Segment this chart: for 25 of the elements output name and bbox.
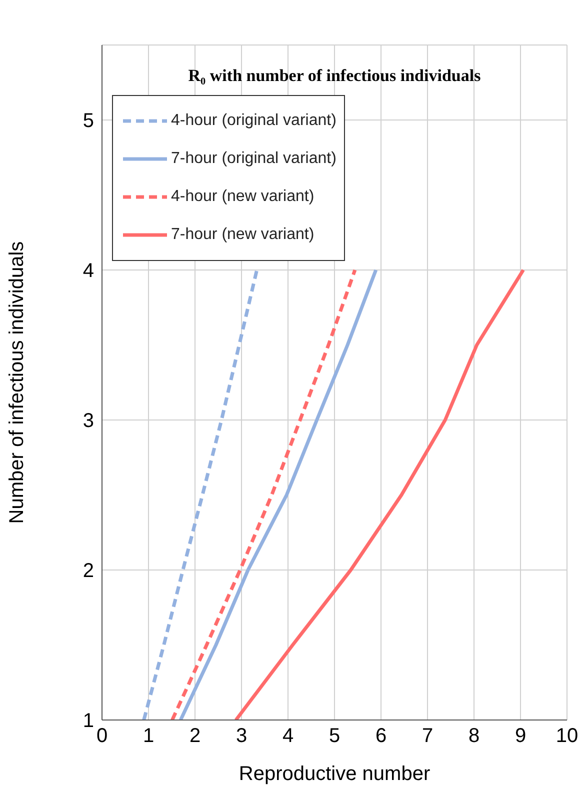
- y-tick-label: 3: [82, 410, 94, 432]
- x-tick-label: 8: [468, 725, 480, 748]
- legend-label: 4-hour (new variant): [171, 188, 314, 206]
- x-tick-label: 6: [375, 725, 387, 748]
- x-tick-label: 7: [422, 725, 434, 748]
- y-tick-label: 2: [82, 560, 94, 582]
- y-tick-label: 4: [82, 260, 94, 282]
- x-tick-label: 1: [142, 725, 154, 748]
- text: R₀ with number of infectious individuals: [187, 66, 482, 86]
- line-series: [142, 268, 259, 720]
- x-tick-label: 2: [189, 725, 201, 748]
- legend-label: 4-hour (original variant): [171, 112, 336, 130]
- y-tick-label: 5: [82, 110, 94, 132]
- line-series: [234, 268, 526, 720]
- legend-label: 7-hour (new variant): [171, 226, 314, 244]
- x-tick-label: 0: [96, 725, 108, 748]
- x-tick-label: 9: [514, 725, 526, 748]
- x-tick-label: 5: [328, 725, 340, 748]
- legend-label: 7-hour (original variant): [171, 150, 336, 168]
- x-tick-label: 4: [282, 725, 294, 748]
- x-axis-title: Reproductive number: [238, 763, 430, 785]
- x-tick-label: 3: [236, 725, 248, 748]
- y-tick-label: 1: [82, 710, 94, 732]
- y-axis-title: Number of infectious individuals: [6, 241, 28, 524]
- x-tick-label: 10: [556, 725, 578, 748]
